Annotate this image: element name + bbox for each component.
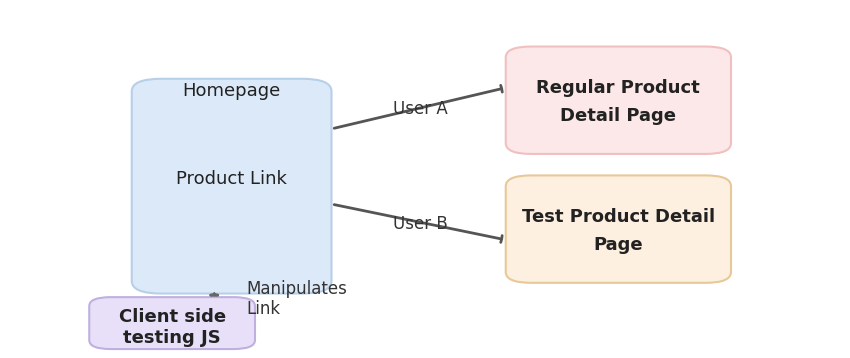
Text: Test Product Detail: Test Product Detail [522, 208, 715, 226]
Text: testing JS: testing JS [123, 329, 221, 347]
Text: Regular Product: Regular Product [536, 79, 700, 97]
FancyBboxPatch shape [89, 297, 255, 349]
Text: User B: User B [393, 215, 447, 233]
Text: Detail Page: Detail Page [560, 107, 677, 125]
FancyBboxPatch shape [132, 79, 332, 294]
Text: Manipulates
Link: Manipulates Link [246, 280, 348, 318]
Text: User A: User A [393, 100, 447, 118]
Text: Product Link: Product Link [176, 170, 287, 188]
FancyBboxPatch shape [506, 175, 731, 283]
Text: Client side: Client side [118, 308, 226, 326]
Text: Page: Page [593, 236, 643, 254]
FancyBboxPatch shape [506, 47, 731, 154]
Text: Homepage: Homepage [183, 82, 280, 100]
